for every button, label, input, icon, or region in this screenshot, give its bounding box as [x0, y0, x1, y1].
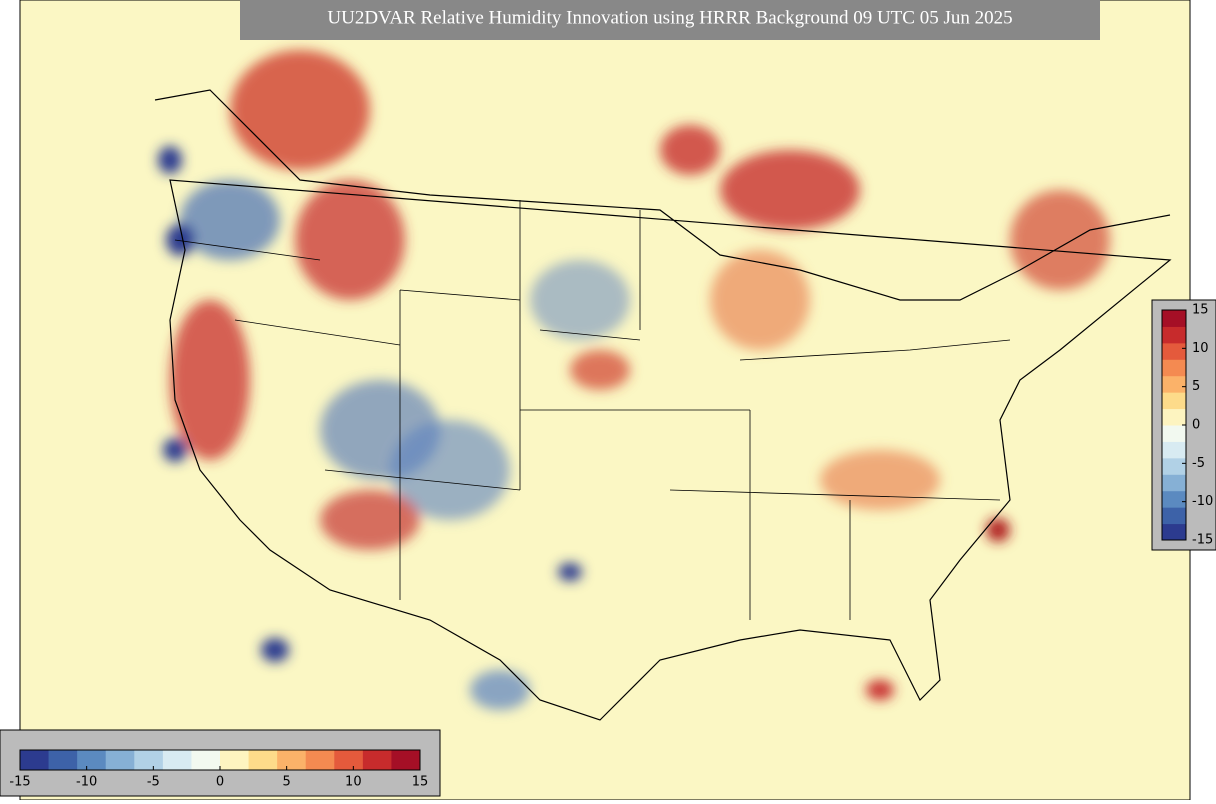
- colorbar-segment: [48, 750, 78, 770]
- colorbar-segment: [1162, 342, 1186, 360]
- colorbar-segment: [162, 750, 192, 770]
- colorbar-segment: [1162, 359, 1186, 377]
- colorbar-segment: [1162, 490, 1186, 508]
- colorbar-segment: [1162, 441, 1186, 459]
- colorbar-tick-label: -5: [1192, 456, 1205, 471]
- colorbar-segment: [1162, 507, 1186, 525]
- state-borders: [174, 200, 1011, 620]
- colorbar-segment: [334, 750, 364, 770]
- colorbar-tick-label: 15: [412, 775, 429, 790]
- colorbar-segment: [1162, 457, 1186, 475]
- title-box: [240, 0, 1100, 40]
- colorbar-segment: [305, 750, 335, 770]
- colorbar-segment: [20, 750, 50, 770]
- colorbar-segment: [1162, 474, 1186, 492]
- colorbar-tick-label: -15: [1192, 533, 1213, 548]
- humidity-field: [158, 50, 1110, 710]
- colorbar-tick-label: 0: [1192, 418, 1200, 433]
- colorbar-segment: [1162, 310, 1186, 327]
- colorbar-segment: [191, 750, 221, 770]
- coastline: [154, 89, 1172, 721]
- colorbar-segment: [277, 750, 307, 770]
- colorbar-tick-label: 5: [283, 775, 291, 790]
- colorbar-segment: [248, 750, 278, 770]
- colorbar-segment: [134, 750, 164, 770]
- colorbar-segment: [1162, 408, 1186, 426]
- colorbar-tick-label: -10: [76, 775, 97, 790]
- colorbar-segment: [1162, 392, 1186, 410]
- colorbar-segment: [1162, 523, 1186, 541]
- colorbar-tick-label: -10: [1192, 494, 1213, 509]
- colorbar-segment: [391, 750, 421, 770]
- colorbar-segment: [1162, 375, 1186, 393]
- colorbar-tick-label: 10: [345, 775, 362, 790]
- colorbar-tick-label: 15: [1192, 303, 1209, 318]
- colorbar-segment: [220, 750, 250, 770]
- colorbar-tick-label: -5: [147, 775, 160, 790]
- map-title: UU2DVAR Relative Humidity Innovation usi…: [327, 7, 1012, 28]
- colorbar-tick-label: 10: [1192, 341, 1209, 356]
- colorbar-tick-label: 0: [216, 775, 224, 790]
- colorbar-segment: [1162, 425, 1186, 442]
- colorbar-segment: [362, 750, 392, 770]
- colorbar-tick-label: -15: [9, 775, 30, 790]
- colorbar-segment: [105, 750, 135, 770]
- colorbar-segment: [1162, 326, 1186, 344]
- colorbar-segment: [77, 750, 107, 770]
- colorbar-tick-label: 5: [1192, 379, 1200, 394]
